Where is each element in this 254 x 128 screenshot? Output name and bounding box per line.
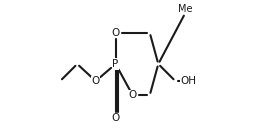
Text: O: O xyxy=(112,113,120,123)
Text: OH: OH xyxy=(180,76,196,86)
Text: O: O xyxy=(92,76,100,86)
Text: P: P xyxy=(113,59,119,69)
Text: Me: Me xyxy=(178,4,193,14)
Text: O: O xyxy=(129,90,137,100)
Text: O: O xyxy=(112,28,120,38)
